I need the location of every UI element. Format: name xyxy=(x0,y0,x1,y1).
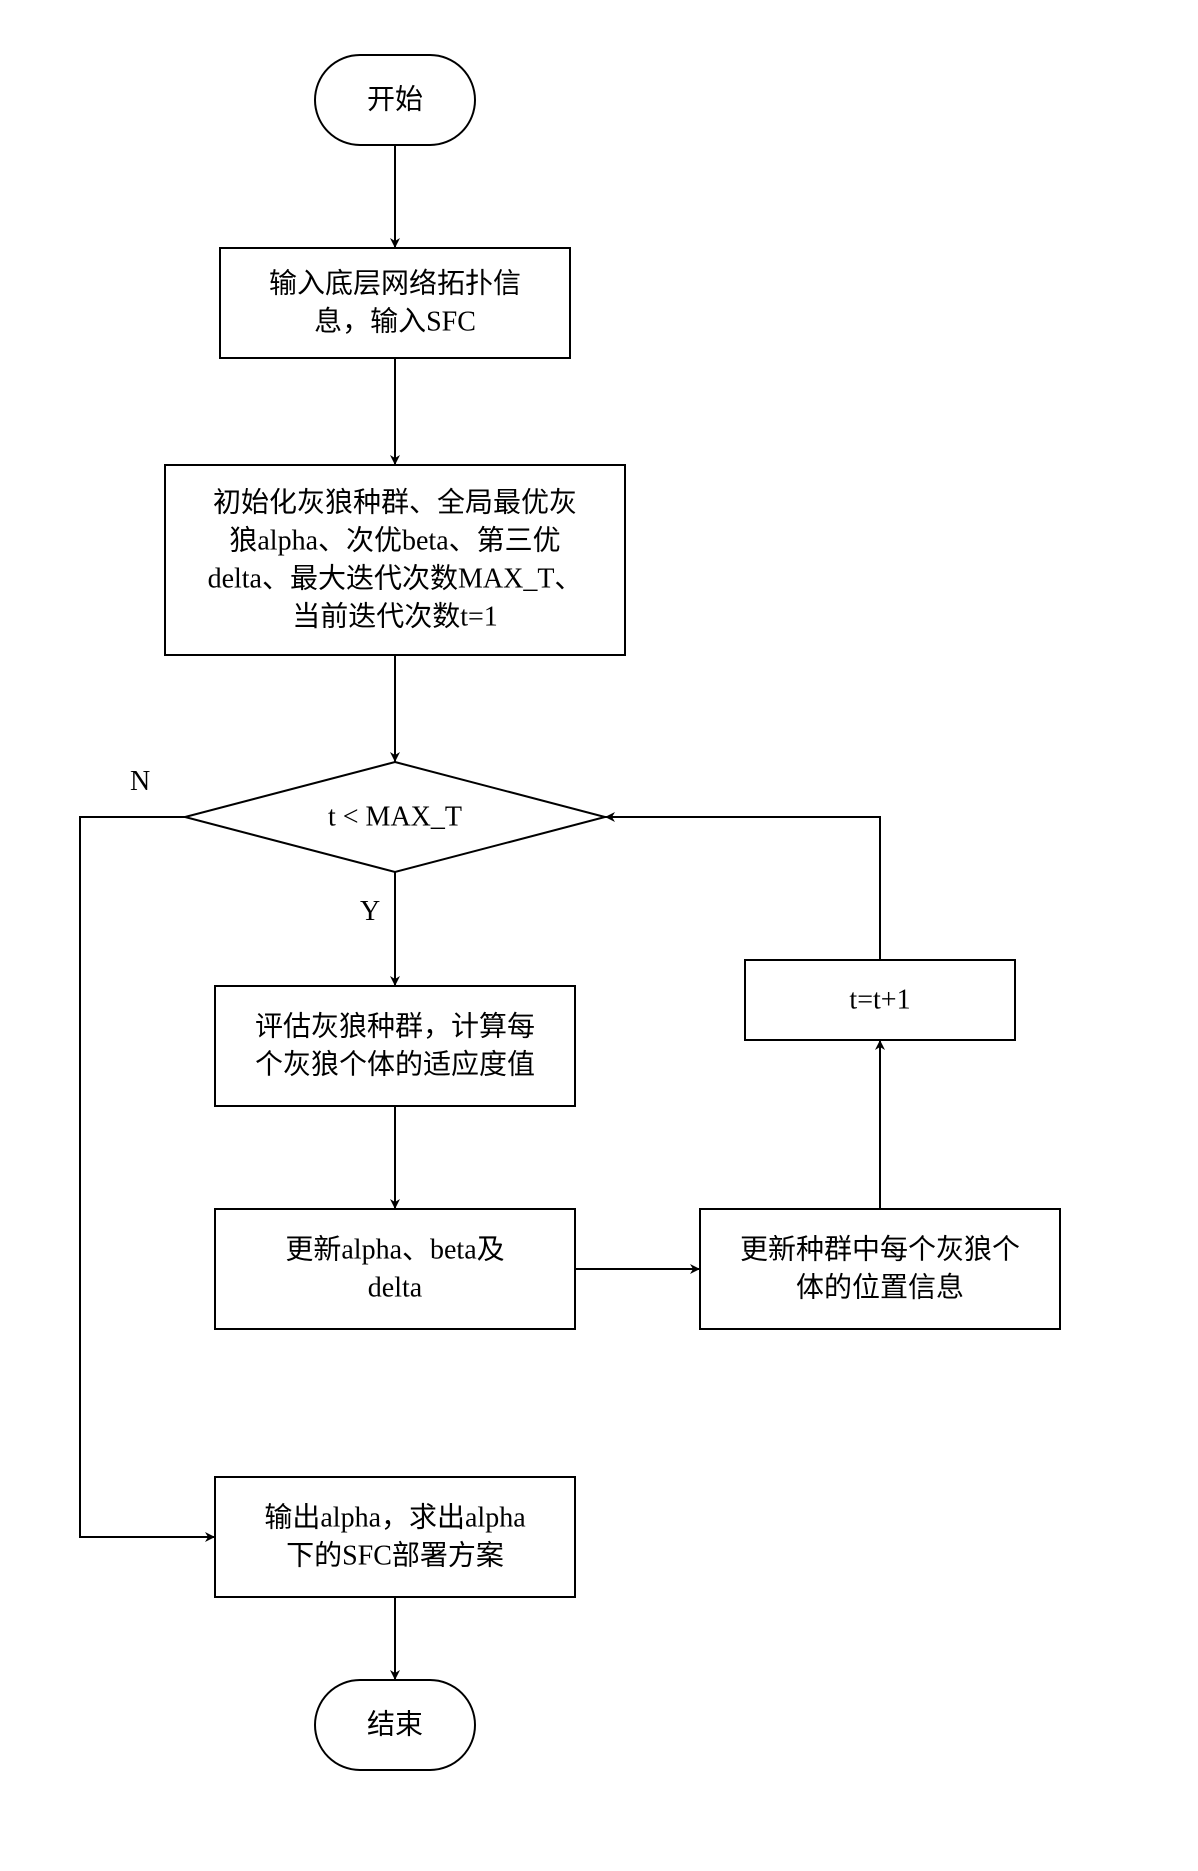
svg-text:开始: 开始 xyxy=(367,83,423,115)
svg-text:狼alpha、次优beta、第三优: 狼alpha、次优beta、第三优 xyxy=(229,524,560,556)
node-eval: 评估灰狼种群，计算每个灰狼个体的适应度值 xyxy=(215,986,575,1106)
flowchart-canvas: Y N 开始输入底层网络拓扑信息，输入SFC 初始化灰狼种群、全局最优灰狼alpha… xyxy=(0,0,1198,1871)
svg-text:结束: 结束 xyxy=(367,1708,423,1740)
svg-text:更新种群中每个灰狼个: 更新种群中每个灰狼个 xyxy=(740,1233,1020,1265)
edge-increment-decision xyxy=(605,817,880,960)
node-input: 输入底层网络拓扑信息，输入SFC xyxy=(220,248,570,358)
node-update_abd: 更新alpha、beta及 delta xyxy=(215,1209,575,1329)
svg-text:更新alpha、beta及: 更新alpha、beta及 xyxy=(285,1233,504,1265)
node-increment: t=t+1 xyxy=(745,960,1015,1040)
edge-decision-output xyxy=(80,817,215,1537)
svg-text:息，输入SFC: 息，输入SFC xyxy=(314,305,476,337)
edge-label-Y: Y xyxy=(360,896,380,927)
svg-text:体的位置信息: 体的位置信息 xyxy=(796,1271,964,1303)
svg-text:评估灰狼种群，计算每: 评估灰狼种群，计算每 xyxy=(255,1010,535,1042)
node-output: 输出alpha，求出alpha 下的SFC部署方案 xyxy=(215,1477,575,1597)
node-init: 初始化灰狼种群、全局最优灰狼alpha、次优beta、第三优 delta、最大迭代… xyxy=(165,465,625,655)
node-start: 开始 xyxy=(315,55,475,145)
node-decision: t < MAX_T xyxy=(185,762,605,872)
svg-text:delta、最大迭代次数MAX_T、: delta、最大迭代次数MAX_T、 xyxy=(208,562,583,594)
svg-text:初始化灰狼种群、全局最优灰: 初始化灰狼种群、全局最优灰 xyxy=(213,486,577,518)
svg-text:当前迭代次数t=1: 当前迭代次数t=1 xyxy=(292,600,498,632)
svg-text:个灰狼个体的适应度值: 个灰狼个体的适应度值 xyxy=(255,1048,535,1080)
edge-label-N: N xyxy=(130,766,150,797)
svg-text:输出alpha，求出alpha: 输出alpha，求出alpha xyxy=(264,1501,526,1533)
svg-text:delta: delta xyxy=(368,1272,423,1303)
node-end: 结束 xyxy=(315,1680,475,1770)
svg-text:下的SFC部署方案: 下的SFC部署方案 xyxy=(286,1539,504,1571)
svg-text:输入底层网络拓扑信: 输入底层网络拓扑信 xyxy=(269,267,521,299)
node-update_pos: 更新种群中每个灰狼个体的位置信息 xyxy=(700,1209,1060,1329)
svg-text:t < MAX_T: t < MAX_T xyxy=(328,801,462,832)
svg-text:t=t+1: t=t+1 xyxy=(849,984,910,1015)
